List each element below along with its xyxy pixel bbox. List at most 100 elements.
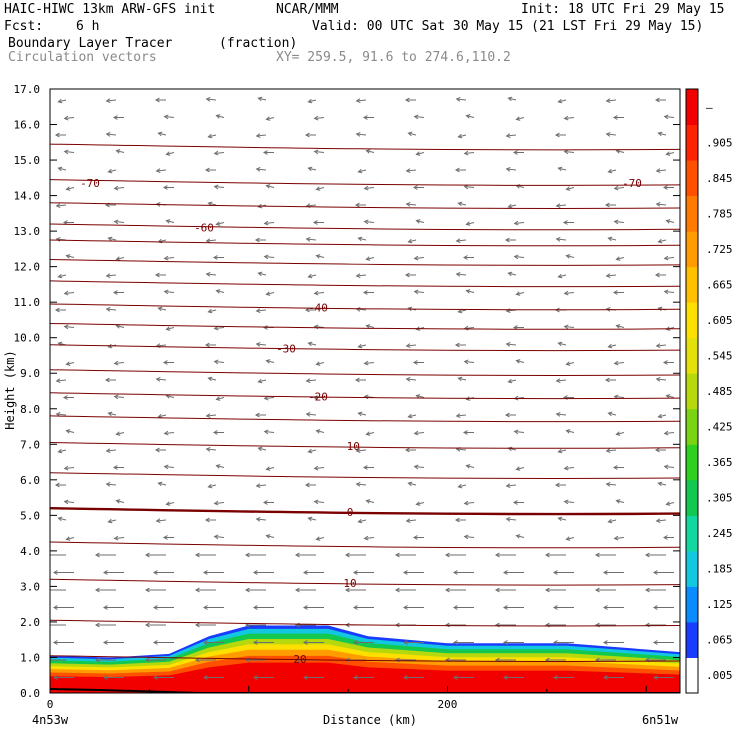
- vector-arrow: [405, 168, 417, 174]
- vector-head: [413, 430, 419, 436]
- vector-head: [102, 570, 108, 575]
- vector-arrow: [505, 133, 517, 139]
- vector-head: [212, 430, 218, 435]
- vector-head: [563, 324, 569, 330]
- vector-arrow: [213, 325, 225, 331]
- y-tick-label: 0.0: [20, 687, 40, 700]
- vector-arrow: [405, 343, 417, 349]
- vector-head: [257, 271, 263, 277]
- vector-shaft: [308, 99, 317, 103]
- vector-head: [654, 97, 660, 103]
- vector-arrow: [215, 289, 225, 294]
- vector-head: [355, 448, 361, 454]
- vector-head: [415, 394, 421, 399]
- vector-shaft: [164, 466, 175, 468]
- vector-arrow: [263, 395, 275, 401]
- vector-head: [115, 431, 121, 436]
- vector-arrow: [215, 114, 225, 119]
- vector-arrow: [362, 115, 374, 120]
- vector-arrow: [257, 96, 267, 102]
- vector-head: [505, 341, 511, 347]
- vector-arrow: [605, 131, 617, 137]
- colorbar-swatch: [686, 337, 698, 374]
- vector-head: [204, 167, 210, 173]
- vector-head: [657, 238, 663, 244]
- vector-arrow: [265, 534, 275, 539]
- vector-shaft: [316, 537, 325, 540]
- vector-shaft: [106, 483, 117, 486]
- vector-head: [313, 290, 319, 296]
- vector-shaft: [658, 414, 667, 418]
- vector-shaft: [666, 152, 675, 155]
- vector-head: [352, 605, 358, 610]
- vector-shaft: [614, 396, 625, 398]
- vector-shaft: [214, 327, 225, 329]
- colorbar-swatch: [686, 124, 698, 161]
- vector-head: [452, 640, 458, 645]
- vector-head: [363, 219, 369, 225]
- vector-head: [565, 429, 571, 434]
- vector-shaft: [216, 115, 225, 118]
- vector-head: [515, 534, 521, 539]
- vector-head: [157, 481, 163, 487]
- vector-arrow: [515, 116, 525, 121]
- vector-head: [152, 570, 158, 575]
- vector-shaft: [66, 187, 75, 190]
- vector-head: [444, 587, 450, 593]
- vector-arrow: [313, 290, 325, 296]
- vector-head: [244, 552, 250, 558]
- vector-head: [615, 256, 621, 261]
- vector-shaft: [258, 379, 267, 383]
- vector-head: [507, 271, 513, 277]
- vector-head: [57, 448, 63, 454]
- vector-arrow: [157, 306, 167, 312]
- vector-arrow: [62, 220, 74, 225]
- vector-arrow: [355, 131, 367, 137]
- vector-shaft: [464, 327, 475, 329]
- x-axis-title: Distance (km): [323, 713, 417, 727]
- vector-arrow: [662, 185, 674, 190]
- vector-head: [54, 482, 60, 488]
- vector-head: [263, 429, 269, 435]
- vector-arrow: [663, 430, 675, 436]
- vector-head: [152, 640, 158, 645]
- vector-shaft: [206, 414, 217, 417]
- vector-head: [154, 272, 160, 278]
- isotherm-line: [50, 472, 680, 479]
- vector-arrow: [354, 377, 366, 383]
- vector-shaft: [606, 274, 617, 277]
- vector-head: [413, 289, 419, 295]
- vector-shaft: [416, 220, 425, 223]
- vector-shaft: [458, 377, 467, 381]
- vector-head: [163, 289, 169, 295]
- vector-shaft: [214, 536, 225, 538]
- vector-head: [354, 377, 360, 383]
- vector-head: [305, 411, 311, 417]
- isotherm-line: [50, 578, 680, 586]
- vector-arrow: [455, 413, 467, 419]
- vector-shaft: [666, 395, 675, 398]
- vector-arrow: [215, 464, 225, 469]
- vector-arrow: [357, 236, 367, 242]
- vector-arrow: [302, 570, 324, 575]
- y-tick-label: 14.0: [14, 190, 41, 203]
- vector-head: [94, 622, 100, 628]
- vector-head: [615, 499, 621, 504]
- vector-arrow: [144, 587, 166, 593]
- vector-head: [307, 273, 313, 279]
- vector-arrow: [213, 359, 225, 365]
- vector-arrow: [607, 168, 617, 174]
- vector-shaft: [664, 466, 675, 468]
- vector-arrow: [113, 360, 125, 366]
- vector-shaft: [456, 414, 467, 417]
- vector-arrow: [444, 622, 466, 628]
- vector-head: [305, 378, 311, 384]
- vector-head: [155, 201, 161, 207]
- vector-shaft: [558, 449, 567, 453]
- vector-head: [602, 640, 608, 645]
- vector-arrow: [454, 342, 466, 348]
- vector-arrow: [194, 622, 216, 628]
- vector-shaft: [614, 537, 625, 539]
- vector-shaft: [64, 151, 75, 153]
- vector-arrow: [165, 501, 175, 506]
